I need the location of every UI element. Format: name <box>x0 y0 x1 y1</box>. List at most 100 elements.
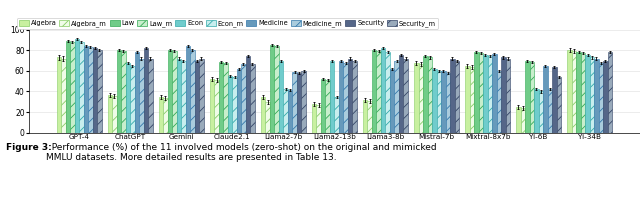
Bar <box>348 59 353 133</box>
Bar <box>604 61 608 133</box>
Bar <box>344 63 348 133</box>
Bar <box>445 73 450 133</box>
Bar <box>557 77 561 133</box>
Bar <box>399 55 403 133</box>
Bar <box>70 42 74 133</box>
Bar <box>246 56 250 133</box>
Bar <box>195 61 199 133</box>
Bar <box>585 55 589 133</box>
Bar <box>539 91 543 133</box>
Bar <box>403 59 408 133</box>
Bar <box>190 50 195 133</box>
Bar <box>330 61 335 133</box>
Bar <box>474 52 479 133</box>
Bar <box>210 79 214 133</box>
Bar <box>270 45 275 133</box>
Bar <box>88 47 93 133</box>
Bar <box>214 80 219 133</box>
Bar <box>232 77 237 133</box>
Bar <box>372 50 376 133</box>
Bar <box>148 59 152 133</box>
Bar <box>312 104 316 133</box>
Bar <box>436 71 441 133</box>
Bar <box>292 72 297 133</box>
Bar <box>572 51 576 133</box>
Bar <box>428 57 432 133</box>
Bar <box>506 59 510 133</box>
Bar <box>163 98 168 133</box>
Bar <box>112 96 116 133</box>
Bar <box>172 51 177 133</box>
Bar <box>479 53 483 133</box>
Bar <box>595 59 599 133</box>
Bar <box>580 53 585 133</box>
Bar <box>65 41 70 133</box>
Bar <box>325 80 330 133</box>
Bar <box>275 46 279 133</box>
Bar <box>454 61 459 133</box>
Bar <box>576 52 580 133</box>
Bar <box>516 107 521 133</box>
Bar <box>335 97 339 133</box>
Bar <box>97 50 102 133</box>
Bar <box>363 100 367 133</box>
Bar <box>279 61 284 133</box>
Bar <box>525 61 530 133</box>
Bar <box>186 46 190 133</box>
Bar <box>125 63 130 133</box>
Bar <box>376 51 381 133</box>
Bar <box>530 62 534 133</box>
Bar <box>367 101 372 133</box>
Bar <box>381 48 385 133</box>
Bar <box>288 90 292 133</box>
Bar <box>241 64 246 133</box>
Bar <box>316 105 321 133</box>
Legend: Algebra, Algebra_m, Law, Law_m, Econ, Econ_m, Medicine, Medicine_m, Security, Se: Algebra, Algebra_m, Law, Law_m, Econ, Ec… <box>17 18 438 29</box>
Bar <box>385 52 390 133</box>
Bar <box>199 59 204 133</box>
Bar <box>108 95 112 133</box>
Bar <box>441 71 445 133</box>
Bar <box>543 66 548 133</box>
Bar <box>79 42 84 133</box>
Bar <box>492 54 497 133</box>
Bar <box>301 71 306 133</box>
Bar <box>168 50 172 133</box>
Bar <box>61 59 65 133</box>
Bar <box>139 59 143 133</box>
Bar <box>250 64 255 133</box>
Bar <box>419 64 423 133</box>
Bar <box>390 69 394 133</box>
Bar <box>483 55 488 133</box>
Bar <box>465 66 470 133</box>
Bar <box>521 108 525 133</box>
Bar <box>534 89 539 133</box>
Bar <box>321 79 325 133</box>
Bar <box>608 52 612 133</box>
Bar <box>339 61 344 133</box>
Bar <box>177 59 181 133</box>
Bar <box>219 62 223 133</box>
Bar <box>432 69 436 133</box>
Bar <box>567 50 572 133</box>
Bar <box>181 61 186 133</box>
Bar <box>121 51 125 133</box>
Bar <box>501 57 506 133</box>
Bar <box>589 57 595 133</box>
Bar <box>223 63 228 133</box>
Bar <box>353 61 357 133</box>
Bar <box>93 48 97 133</box>
Bar <box>423 56 428 133</box>
Bar <box>297 73 301 133</box>
Bar <box>74 39 79 133</box>
Bar <box>394 61 399 133</box>
Bar <box>599 63 604 133</box>
Bar <box>116 50 121 133</box>
Bar <box>261 97 266 133</box>
Bar <box>84 46 88 133</box>
Bar <box>130 66 134 133</box>
Bar <box>414 63 419 133</box>
Text: Performance (%) of the 11 involved models (zero-shot) on the original and mimick: Performance (%) of the 11 involved model… <box>46 143 436 162</box>
Bar <box>237 69 241 133</box>
Bar <box>470 67 474 133</box>
